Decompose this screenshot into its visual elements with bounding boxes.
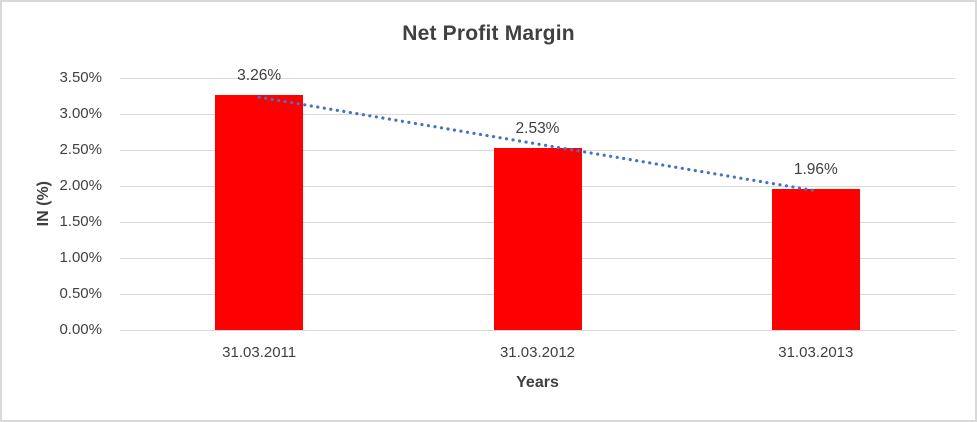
- bar-data-label: 3.26%: [237, 67, 282, 85]
- plot-area: [120, 78, 955, 331]
- gridline: [120, 78, 955, 79]
- y-tick-label: 1.00%: [59, 249, 102, 266]
- bar-data-label: 1.96%: [793, 160, 838, 178]
- bar[interactable]: [493, 147, 582, 330]
- x-axis-title: Years: [516, 374, 559, 391]
- y-tick-label: 1.50%: [59, 213, 102, 230]
- y-tick-label: 0.50%: [59, 285, 102, 302]
- y-tick-label: 3.00%: [59, 105, 102, 122]
- x-tick-label: 31.03.2011: [222, 344, 297, 361]
- y-tick-label: 2.50%: [59, 141, 102, 158]
- y-tick-label: 2.00%: [59, 177, 102, 194]
- bar[interactable]: [771, 188, 860, 330]
- bar-data-label: 2.53%: [515, 119, 560, 137]
- y-tick-label: 0.00%: [59, 321, 102, 338]
- x-tick-label: 31.03.2013: [778, 344, 854, 361]
- bar[interactable]: [215, 95, 304, 330]
- gridline: [120, 330, 955, 331]
- y-tick-label: 3.50%: [59, 69, 102, 86]
- x-tick-label: 31.03.2012: [499, 344, 576, 361]
- chart-title: Net Profit Margin: [402, 22, 575, 45]
